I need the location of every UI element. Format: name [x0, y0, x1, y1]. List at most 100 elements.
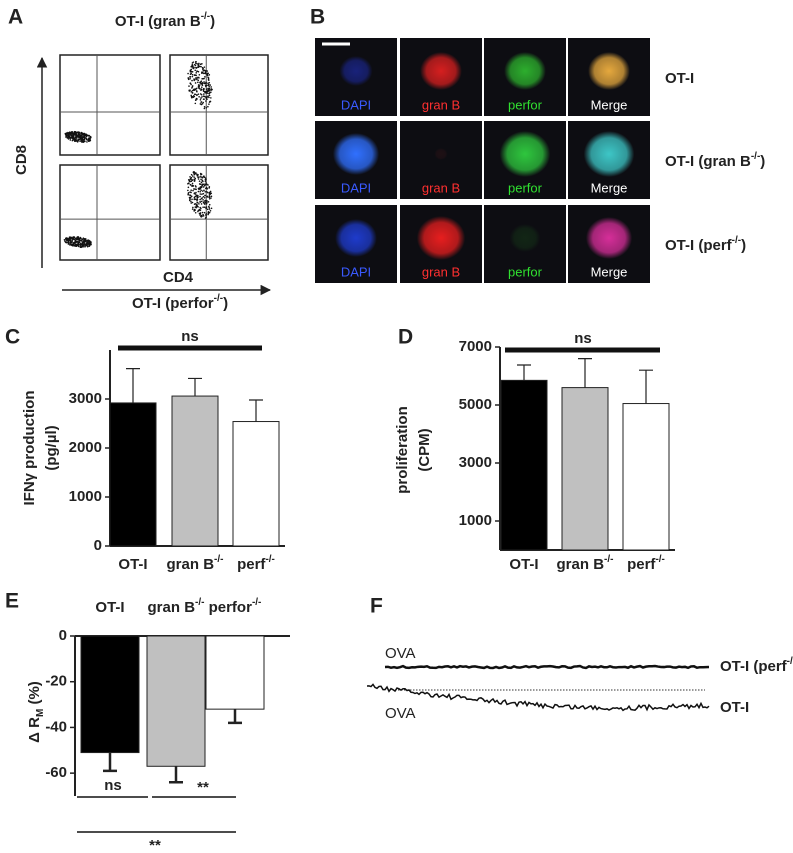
category-sup: -/-: [655, 554, 664, 565]
category-name: OT-I: [509, 556, 538, 573]
facs-dot: [208, 186, 211, 188]
facs-dot: [201, 96, 203, 98]
facs-dot: [80, 243, 83, 246]
facs-dot: [196, 94, 198, 97]
category-name: OT-I: [95, 599, 124, 616]
facs-dot: [72, 133, 75, 135]
facs-dot: [200, 203, 203, 205]
facs-dot: [191, 85, 194, 87]
facs-dot: [202, 195, 205, 198]
facs-dot: [210, 97, 212, 99]
facs-dot: [75, 139, 77, 142]
facs-dot: [201, 86, 203, 88]
facs-dot: [67, 241, 70, 243]
facs-dot: [197, 63, 200, 66]
y-tick-label: -20: [45, 673, 67, 690]
facs-dot: [198, 203, 200, 205]
facs-dot: [198, 176, 200, 178]
facs-dot: [74, 137, 77, 139]
facs-dot: [196, 204, 199, 206]
facs-plot: [169, 164, 269, 261]
y-tick-label: 0: [59, 627, 67, 644]
facs-dot: [188, 182, 190, 185]
trace-label-main: OT-I: [720, 699, 749, 716]
facs-dot: [204, 72, 207, 75]
facs-dot: [190, 91, 193, 93]
facs-dot: [78, 239, 81, 242]
facs-dot: [199, 201, 201, 203]
facs-dot: [78, 136, 81, 139]
category-label: perf-/-: [627, 554, 665, 573]
facs-dot: [191, 62, 194, 64]
category-name: OT-I: [118, 556, 147, 573]
facs-dot: [206, 73, 209, 76]
facs-dot: [73, 236, 75, 239]
facs-dot: [205, 88, 208, 90]
y-tick-label: -40: [45, 718, 67, 735]
facs-plot: [169, 54, 269, 156]
facs-dot: [191, 175, 194, 177]
significance-label: **: [149, 837, 161, 853]
facs-dot: [89, 136, 91, 138]
facs-dot: [84, 245, 86, 248]
facs-dot: [198, 180, 201, 182]
facs-dot: [194, 198, 197, 201]
facs-dot: [205, 85, 207, 88]
facs-dot: [83, 136, 86, 139]
stimulus-label: OVA: [385, 645, 416, 662]
facs-dot: [188, 180, 191, 182]
facs-dot: [199, 209, 201, 212]
cell: [339, 56, 373, 86]
facs-dot: [208, 206, 210, 209]
facs-dot: [191, 184, 194, 187]
facs-dot: [71, 139, 74, 142]
facs-dot: [200, 65, 202, 68]
facs-dot: [204, 191, 207, 193]
facs-dot: [193, 173, 196, 176]
facs-dot: [81, 245, 83, 248]
facs-dot: [193, 198, 196, 201]
category-sup: -/-: [265, 554, 274, 565]
error-bar: [517, 364, 531, 381]
facs-dot: [191, 79, 193, 82]
facs-dot: [203, 69, 206, 72]
facs-dot: [192, 206, 194, 209]
facs-dot: [88, 242, 91, 245]
facs-dot: [67, 133, 70, 136]
facs-dot: [83, 138, 86, 141]
channel-label: gran B: [422, 180, 460, 195]
row-label-tail: ): [741, 237, 746, 254]
facs-dot: [194, 211, 197, 214]
channel-label: DAPI: [341, 97, 371, 112]
facs-dot: [87, 140, 90, 143]
facs-dot: [207, 95, 209, 97]
row-label-main: OT-I (gran B: [665, 153, 751, 170]
facs-dot: [206, 92, 209, 94]
facs-dot: [65, 132, 68, 135]
channel-label: gran B: [422, 97, 460, 112]
facs-dot: [79, 134, 81, 137]
panel-letter: D: [398, 326, 413, 349]
y-tick-label: 5000: [459, 396, 492, 413]
facs-dot: [79, 140, 81, 143]
facs-dot: [65, 241, 68, 244]
facs-dot: [206, 199, 208, 202]
facs-dot: [201, 185, 203, 188]
facs-dot: [207, 79, 210, 81]
facs-dot: [198, 87, 200, 89]
facs-dot: [199, 187, 202, 189]
facs-dot: [204, 76, 206, 78]
facs-dot: [203, 95, 206, 98]
facs-dot: [72, 238, 74, 240]
facs-dot: [64, 240, 66, 242]
facs-dot: [199, 206, 201, 209]
y-axis-label: Δ RM (%): [26, 681, 46, 743]
channel-label: DAPI: [341, 180, 371, 195]
facs-dot: [77, 132, 80, 135]
panel-title-tail: ): [210, 13, 215, 30]
facs-dot: [201, 102, 204, 105]
facs-dot: [201, 72, 203, 74]
y-tick-label: 0: [94, 537, 102, 554]
category-label: gran B-/-: [167, 554, 224, 573]
facs-dot: [209, 209, 212, 212]
